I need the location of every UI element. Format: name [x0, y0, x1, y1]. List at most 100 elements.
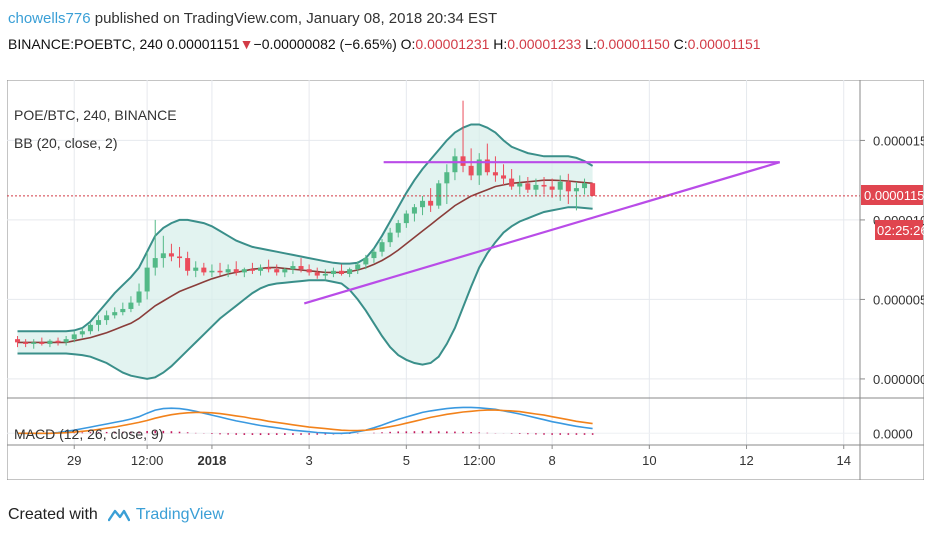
- candle-body: [298, 266, 304, 270]
- candle-body: [87, 324, 93, 332]
- candle-body: [185, 258, 191, 271]
- candle-body: [249, 269, 255, 271]
- candle-body: [330, 270, 336, 274]
- candle-body: [339, 270, 345, 274]
- candle-body: [193, 267, 199, 271]
- time-tick-label: 12:00: [463, 453, 496, 468]
- candle-body: [144, 267, 150, 292]
- legend-bb: BB (20, close, 2): [14, 135, 118, 151]
- candle-body: [420, 200, 426, 208]
- tradingview-brand[interactable]: TradingView: [135, 506, 224, 523]
- candle-body: [557, 181, 563, 190]
- tradingview-logo-icon: [107, 509, 130, 522]
- candle-body: [79, 331, 85, 335]
- candle-body: [209, 270, 215, 273]
- created-with-text: Created with: [8, 506, 98, 523]
- last-price: 0.00001151: [166, 36, 240, 52]
- trendline-drawings[interactable]: [303, 161, 781, 305]
- countdown-badge: [875, 220, 923, 240]
- candle-body: [517, 183, 523, 187]
- candle-body: [177, 256, 183, 259]
- macd-tick-label: 0.0000: [873, 426, 913, 441]
- quote-line: BINANCE:POEBTC, 240 0.00001151▼−0.000000…: [8, 36, 761, 52]
- candle-body: [322, 273, 328, 276]
- candle-body: [47, 340, 53, 344]
- candle-body: [225, 269, 231, 273]
- candle-body: [314, 272, 320, 276]
- candle-body: [39, 342, 45, 344]
- candle-body: [452, 156, 458, 173]
- bollinger-bands: [17, 123, 594, 380]
- open-value: 0.00001231: [415, 36, 490, 52]
- candle-body: [136, 291, 142, 303]
- candle-body: [541, 184, 547, 187]
- time-tick-label: 3: [306, 453, 313, 468]
- close-value: 0.00001151: [687, 36, 761, 52]
- candle-body: [160, 253, 166, 259]
- candle-body: [403, 213, 409, 224]
- close-label: C:: [673, 36, 688, 52]
- time-tick-label: 8: [549, 453, 556, 468]
- published-text: published on TradingView.com, January 08…: [94, 10, 498, 27]
- candle-body: [428, 200, 434, 206]
- candle-body: [168, 253, 174, 257]
- time-tick-label: 2018: [197, 453, 226, 468]
- symbol-label: BINANCE:POEBTC, 240: [8, 36, 163, 52]
- candle-body: [509, 178, 515, 187]
- candle-body: [266, 267, 272, 270]
- candle-body: [533, 184, 539, 190]
- publisher-username[interactable]: chowells776: [8, 10, 91, 27]
- candle-body: [241, 269, 247, 273]
- candle-body: [96, 320, 102, 325]
- down-arrow-icon: ▼: [239, 36, 254, 52]
- candle-body: [347, 269, 353, 274]
- candle-body: [492, 172, 498, 176]
- publisher-line: chowells776 published on TradingView.com…: [8, 10, 497, 27]
- candlestick-series: [15, 100, 596, 349]
- candle-body: [371, 251, 377, 259]
- candle-body: [71, 334, 77, 340]
- high-value: 0.00001233: [507, 36, 582, 52]
- candle-body: [468, 165, 474, 176]
- high-label: H:: [493, 36, 508, 52]
- time-tick-label: 10: [642, 453, 656, 468]
- candle-body: [55, 340, 61, 343]
- candle-body: [525, 183, 531, 190]
- candle-body: [460, 156, 466, 166]
- candle-body: [573, 188, 579, 192]
- bollinger-basis-line: [17, 179, 593, 344]
- price-chart[interactable]: 0.000015000.000010000.000005000.00000000…: [7, 80, 924, 480]
- candle-body: [152, 258, 158, 268]
- candle-body: [436, 183, 442, 206]
- candle-body: [484, 159, 490, 173]
- candle-body: [590, 183, 596, 196]
- low-label: L:: [585, 36, 597, 52]
- price-tick-label: 0.00000000: [873, 372, 924, 387]
- candle-body: [233, 269, 239, 273]
- countdown-text: 02:25:26: [877, 223, 924, 238]
- candle-body: [355, 264, 361, 270]
- candle-body: [112, 312, 118, 316]
- candle-body: [15, 339, 21, 343]
- legend-macd: MACD (12, 26, close, 9): [14, 426, 163, 442]
- macd-pane: [7, 406, 860, 436]
- bollinger-fill: [17, 124, 593, 379]
- time-axis: 29 12:00 2018 3 5 12:00 8 10 12 14: [67, 445, 851, 468]
- candle-body: [128, 302, 134, 309]
- candle-body: [201, 267, 207, 273]
- candle-body: [501, 175, 507, 179]
- candle-body: [444, 172, 450, 184]
- candle-body: [23, 342, 29, 344]
- candle-body: [63, 339, 69, 343]
- candle-body: [306, 269, 312, 273]
- last-price-badge-text: 0.00001151: [864, 188, 924, 203]
- candle-body: [290, 266, 296, 270]
- last-price-badge: [861, 185, 923, 205]
- candle-body: [549, 186, 555, 190]
- candle-body: [363, 258, 369, 265]
- bollinger-upper-line: [17, 123, 594, 333]
- trendline: [303, 161, 781, 305]
- time-tick-label: 12:00: [131, 453, 164, 468]
- candle-body: [565, 181, 571, 192]
- candle-body: [258, 267, 264, 271]
